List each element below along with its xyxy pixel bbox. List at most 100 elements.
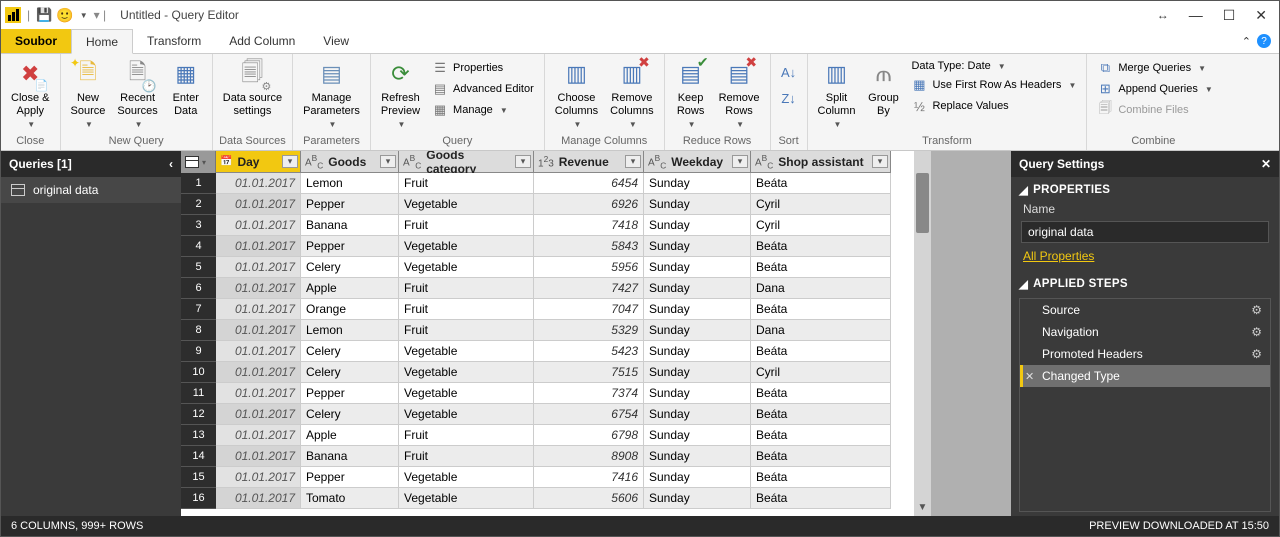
row-number[interactable]: 1 xyxy=(181,173,216,194)
advanced-editor-button[interactable]: ▤Advanced Editor xyxy=(428,79,538,99)
tab-view[interactable]: View xyxy=(309,29,363,53)
cell[interactable]: Fruit xyxy=(399,320,534,341)
select-all-cell[interactable]: ▾ xyxy=(181,151,216,173)
cell[interactable]: Vegetable xyxy=(399,257,534,278)
table-row[interactable]: 401.01.2017PepperVegetable5843SundayBeát… xyxy=(181,236,914,257)
collapse-queries-icon[interactable]: ‹ xyxy=(169,157,173,171)
data-source-settings-button[interactable]: 🗐⚙Data source settings xyxy=(217,56,288,120)
cell[interactable]: Dana xyxy=(751,278,891,299)
cell[interactable]: Celery xyxy=(301,341,399,362)
data-type-button[interactable]: Data Type: Date▼ xyxy=(907,58,1080,74)
keep-rows-button[interactable]: ▤✔Keep Rows▼ xyxy=(669,56,713,131)
tab-file[interactable]: Soubor xyxy=(1,29,71,53)
applied-step[interactable]: ✕Changed Type xyxy=(1020,365,1270,387)
row-number[interactable]: 7 xyxy=(181,299,216,320)
cell[interactable]: Beáta xyxy=(751,425,891,446)
properties-button[interactable]: ☰Properties xyxy=(428,58,538,78)
cell[interactable]: Beáta xyxy=(751,488,891,509)
row-number[interactable]: 3 xyxy=(181,215,216,236)
cell[interactable]: 01.01.2017 xyxy=(216,299,301,320)
query-name-input[interactable]: original data xyxy=(1021,221,1269,243)
cell[interactable]: Sunday xyxy=(644,404,751,425)
group-by-button[interactable]: ⫙Group By xyxy=(861,56,905,120)
cell[interactable]: Sunday xyxy=(644,467,751,488)
filter-dropdown-icon[interactable]: ▾ xyxy=(282,155,298,168)
cell[interactable]: Sunday xyxy=(644,446,751,467)
cell[interactable]: Sunday xyxy=(644,425,751,446)
applied-step[interactable]: Promoted Headers⚙ xyxy=(1020,343,1270,365)
cell[interactable]: Sunday xyxy=(644,194,751,215)
cell[interactable]: 6454 xyxy=(534,173,644,194)
manage-parameters-button[interactable]: ▤Manage Parameters▼ xyxy=(297,56,366,131)
filter-dropdown-icon[interactable]: ▾ xyxy=(625,155,641,168)
cell[interactable]: 01.01.2017 xyxy=(216,278,301,299)
row-number[interactable]: 8 xyxy=(181,320,216,341)
table-row[interactable]: 501.01.2017CeleryVegetable5956SundayBeát… xyxy=(181,257,914,278)
cell[interactable]: 6798 xyxy=(534,425,644,446)
row-number[interactable]: 5 xyxy=(181,257,216,278)
cell[interactable]: 01.01.2017 xyxy=(216,236,301,257)
cell[interactable]: Sunday xyxy=(644,362,751,383)
cell[interactable]: Sunday xyxy=(644,341,751,362)
cell[interactable]: Banana xyxy=(301,215,399,236)
cell[interactable]: Pepper xyxy=(301,236,399,257)
filter-dropdown-icon[interactable]: ▾ xyxy=(872,155,888,168)
cell[interactable]: Sunday xyxy=(644,215,751,236)
cell[interactable]: Vegetable xyxy=(399,362,534,383)
cell[interactable]: 6754 xyxy=(534,404,644,425)
cell[interactable]: 7427 xyxy=(534,278,644,299)
cell[interactable]: Vegetable xyxy=(399,467,534,488)
scroll-down-icon[interactable]: ▼ xyxy=(914,499,931,516)
cell[interactable]: 5956 xyxy=(534,257,644,278)
filter-dropdown-icon[interactable]: ▾ xyxy=(515,155,531,168)
cell[interactable]: Beáta xyxy=(751,341,891,362)
row-number[interactable]: 2 xyxy=(181,194,216,215)
properties-section-header[interactable]: ◢PROPERTIES xyxy=(1011,177,1279,200)
gear-icon[interactable]: ⚙ xyxy=(1251,347,1262,361)
cell[interactable]: Cyril xyxy=(751,362,891,383)
sort-desc-button[interactable]: Z↓ xyxy=(777,88,801,108)
column-header[interactable]: 123Revenue▾ xyxy=(534,151,644,173)
row-number[interactable]: 10 xyxy=(181,362,216,383)
row-number[interactable]: 12 xyxy=(181,404,216,425)
cell[interactable]: Lemon xyxy=(301,320,399,341)
tab-transform[interactable]: Transform xyxy=(133,29,215,53)
cell[interactable]: Orange xyxy=(301,299,399,320)
cell[interactable]: 01.01.2017 xyxy=(216,362,301,383)
cell[interactable]: Vegetable xyxy=(399,341,534,362)
manage-query-button[interactable]: ▦Manage▼ xyxy=(428,100,538,120)
combine-files-button[interactable]: 🗐Combine Files xyxy=(1093,100,1216,120)
sort-asc-button[interactable]: A↓ xyxy=(777,62,801,82)
gear-icon[interactable]: ⚙ xyxy=(1251,325,1262,339)
row-number[interactable]: 14 xyxy=(181,446,216,467)
new-source-button[interactable]: 🗎✦New Source▼ xyxy=(65,56,112,131)
delete-step-icon[interactable]: ✕ xyxy=(1025,370,1034,383)
cell[interactable]: Sunday xyxy=(644,236,751,257)
table-row[interactable]: 1601.01.2017TomatoVegetable5606SundayBeá… xyxy=(181,488,914,509)
close-apply-button[interactable]: ✖📄 Close & Apply▼ xyxy=(5,56,56,131)
cell[interactable]: Apple xyxy=(301,278,399,299)
applied-step[interactable]: Source⚙ xyxy=(1020,299,1270,321)
cell[interactable]: Fruit xyxy=(399,173,534,194)
cell[interactable]: Beáta xyxy=(751,236,891,257)
save-icon[interactable]: 💾 xyxy=(36,7,52,23)
cell[interactable]: Sunday xyxy=(644,173,751,194)
cell[interactable]: 01.01.2017 xyxy=(216,425,301,446)
close-settings-icon[interactable]: ✕ xyxy=(1261,157,1271,171)
cell[interactable]: Vegetable xyxy=(399,404,534,425)
cell[interactable]: 7416 xyxy=(534,467,644,488)
table-row[interactable]: 201.01.2017PepperVegetable6926SundayCyri… xyxy=(181,194,914,215)
filter-dropdown-icon[interactable]: ▾ xyxy=(380,155,396,168)
cell[interactable]: 7047 xyxy=(534,299,644,320)
table-row[interactable]: 1501.01.2017PepperVegetable7416SundayBeá… xyxy=(181,467,914,488)
table-row[interactable]: 1001.01.2017CeleryVegetable7515SundayCyr… xyxy=(181,362,914,383)
filter-dropdown-icon[interactable]: ▾ xyxy=(732,155,748,168)
cell[interactable]: Sunday xyxy=(644,383,751,404)
cell[interactable]: Beáta xyxy=(751,299,891,320)
cell[interactable]: Vegetable xyxy=(399,488,534,509)
refresh-preview-button[interactable]: ⟳Refresh Preview▼ xyxy=(375,56,426,131)
gear-icon[interactable]: ⚙ xyxy=(1251,303,1262,317)
row-number[interactable]: 13 xyxy=(181,425,216,446)
table-row[interactable]: 1201.01.2017CeleryVegetable6754SundayBeá… xyxy=(181,404,914,425)
cell[interactable]: Lemon xyxy=(301,173,399,194)
